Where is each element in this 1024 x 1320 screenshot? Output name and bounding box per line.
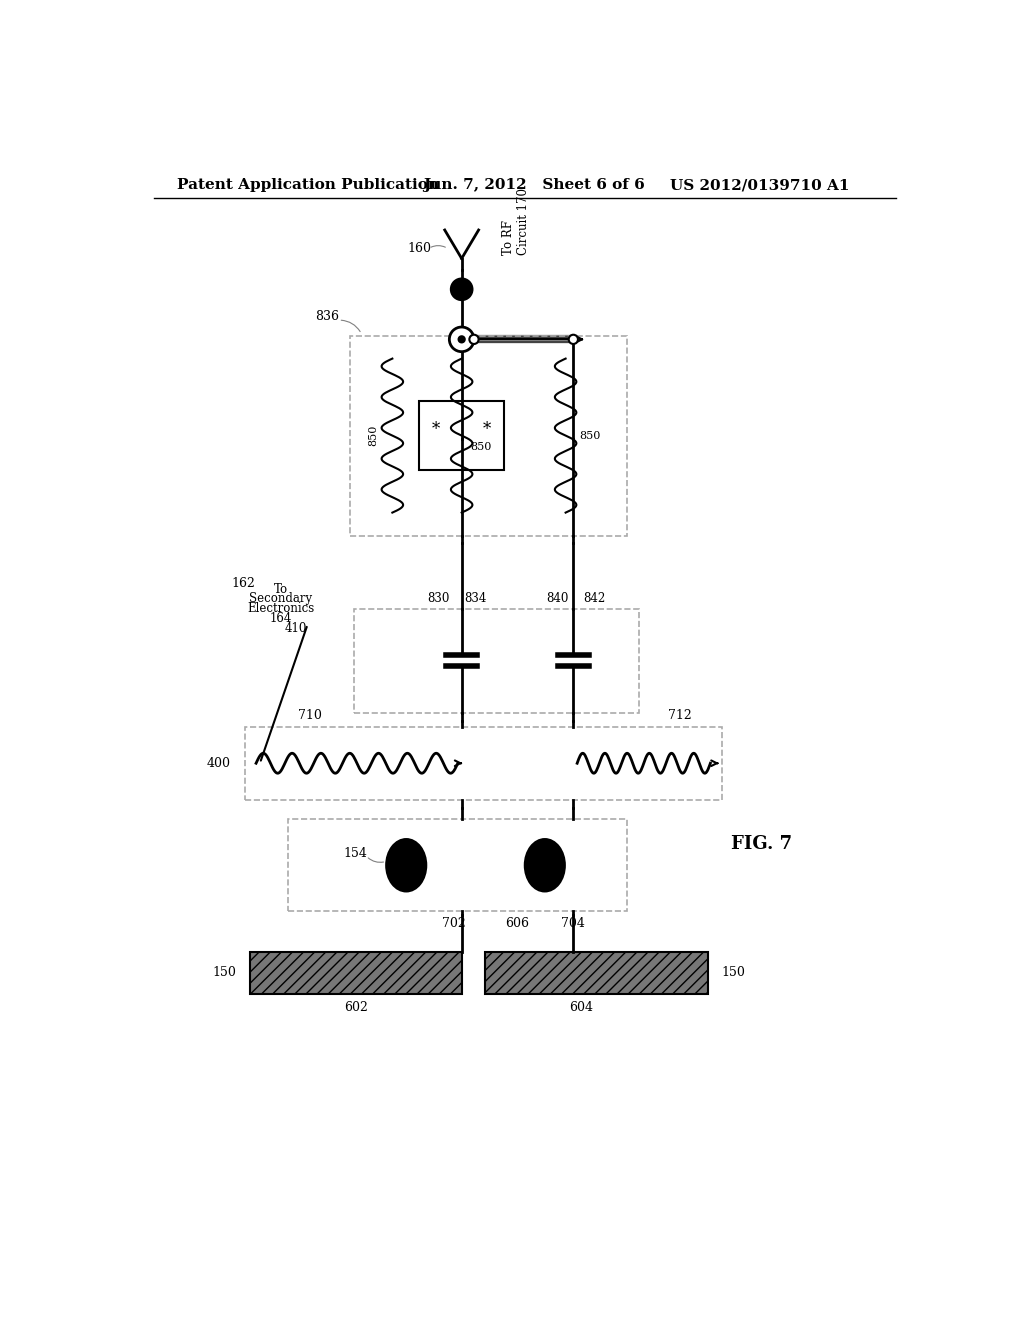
- Text: Secondary: Secondary: [249, 593, 312, 606]
- Text: 150: 150: [212, 966, 237, 979]
- Text: *: *: [483, 421, 492, 438]
- Text: 850: 850: [580, 430, 601, 441]
- Bar: [484, 952, 708, 994]
- Text: 162: 162: [231, 577, 255, 590]
- Text: 410: 410: [285, 622, 307, 635]
- Text: 606: 606: [506, 917, 529, 931]
- Bar: [250, 952, 462, 994]
- Ellipse shape: [524, 840, 565, 891]
- Text: Electronics: Electronics: [247, 602, 314, 615]
- Bar: [419, 401, 504, 470]
- Text: FIG. 7: FIG. 7: [731, 834, 793, 853]
- Text: 712: 712: [668, 709, 691, 722]
- Ellipse shape: [386, 840, 426, 891]
- Bar: [289, 818, 628, 911]
- Circle shape: [450, 327, 474, 351]
- Text: 842: 842: [584, 591, 606, 605]
- Bar: [350, 335, 628, 536]
- Text: 710: 710: [298, 709, 322, 722]
- Text: 164: 164: [269, 612, 292, 626]
- Text: 604: 604: [569, 1001, 593, 1014]
- Bar: [245, 726, 722, 800]
- Text: 836: 836: [315, 310, 339, 323]
- Circle shape: [459, 337, 465, 342]
- Text: 602: 602: [344, 1001, 368, 1014]
- Text: Jun. 7, 2012   Sheet 6 of 6: Jun. 7, 2012 Sheet 6 of 6: [423, 178, 645, 193]
- Text: Patent Application Publication: Patent Application Publication: [177, 178, 438, 193]
- Circle shape: [469, 335, 478, 345]
- Bar: [354, 609, 639, 713]
- Text: 850: 850: [470, 442, 492, 453]
- Text: US 2012/0139710 A1: US 2012/0139710 A1: [670, 178, 849, 193]
- Text: *: *: [432, 421, 440, 438]
- Text: To: To: [273, 583, 288, 597]
- Circle shape: [451, 279, 472, 300]
- Text: 704: 704: [561, 917, 586, 931]
- Text: 400: 400: [207, 756, 230, 770]
- Text: 834: 834: [464, 591, 486, 605]
- Text: 702: 702: [442, 917, 466, 931]
- Text: 150: 150: [722, 966, 745, 979]
- Text: To RF
Circuit 170: To RF Circuit 170: [502, 187, 529, 255]
- Circle shape: [568, 335, 578, 345]
- Text: 830: 830: [427, 591, 450, 605]
- Text: 160: 160: [408, 242, 431, 255]
- Text: 850: 850: [368, 425, 378, 446]
- Text: 840: 840: [547, 591, 569, 605]
- Text: 154: 154: [344, 847, 368, 861]
